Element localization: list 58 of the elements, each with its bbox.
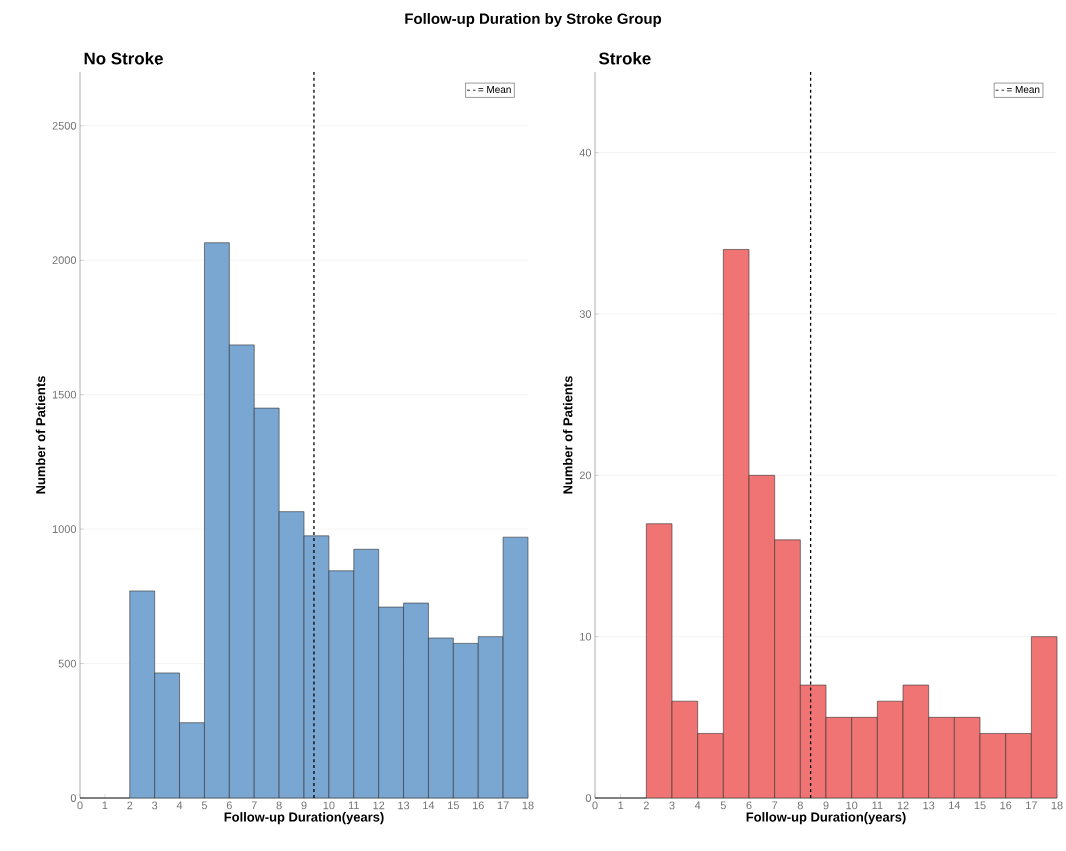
x-tick-label: 17 xyxy=(497,801,509,810)
y-axis-title: Number of Patients xyxy=(562,376,573,494)
chart-title: No Stroke xyxy=(84,52,163,65)
x-tick-label: 18 xyxy=(1051,801,1063,810)
y-tick-label: 1500 xyxy=(52,390,77,399)
ref-line-label: = Mean xyxy=(478,86,511,94)
y-axis-title: Number of Patients xyxy=(35,376,46,494)
x-tick-label: 16 xyxy=(472,801,484,810)
chart-title: Stroke xyxy=(599,52,651,65)
x-tick-label: 8 xyxy=(797,801,803,810)
y-tick-label: 500 xyxy=(58,659,77,668)
x-tick-label: 6 xyxy=(746,801,752,810)
x-tick-label: 12 xyxy=(897,801,909,810)
x-tick-label: 4 xyxy=(176,801,183,810)
x-axis-title: Follow-up Duration(years) xyxy=(746,812,906,825)
y-tick-label: 1000 xyxy=(52,525,77,533)
x-tick-label: 9 xyxy=(301,801,307,810)
x-tick-label: 3 xyxy=(669,801,675,810)
y-tick-label: 2500 xyxy=(52,121,77,130)
x-tick-label: 0 xyxy=(592,801,598,810)
x-tick-label: 1 xyxy=(102,801,108,810)
x-tick-label: 2 xyxy=(127,801,133,810)
x-tick-label: 9 xyxy=(823,801,829,810)
x-tick-label: 18 xyxy=(522,801,534,810)
y-tick-label: 0 xyxy=(70,794,77,802)
x-axis-title: Follow-up Duration(years) xyxy=(224,812,384,825)
x-tick-label: 3 xyxy=(152,801,158,810)
y-tick-label: 30 xyxy=(579,310,592,318)
x-tick-label: 7 xyxy=(772,801,778,810)
x-tick-label: 15 xyxy=(974,801,986,810)
x-tick-label: 15 xyxy=(448,801,459,810)
y-tick-label: 10 xyxy=(580,632,592,641)
x-tick-label: 4 xyxy=(694,801,701,810)
x-tick-label: 10 xyxy=(846,801,858,810)
x-tick-label: 13 xyxy=(923,801,935,810)
y-tick-label: 40 xyxy=(579,148,592,157)
y-tick-label: 2000 xyxy=(52,256,77,265)
x-tick-label: 12 xyxy=(373,801,385,810)
x-tick-label: 11 xyxy=(348,801,359,810)
chart-subtitle: Follow-up Duration by Stroke Group xyxy=(405,13,662,27)
y-tick-label: 0 xyxy=(585,794,592,802)
x-tick-label: 1 xyxy=(618,801,624,810)
x-tick-label: 14 xyxy=(949,801,961,810)
x-tick-label: 11 xyxy=(872,801,883,810)
x-tick-label: 6 xyxy=(226,801,232,810)
x-tick-label: 2 xyxy=(643,801,649,810)
x-tick-label: 8 xyxy=(276,801,282,810)
x-tick-label: 7 xyxy=(251,801,257,810)
x-tick-label: 0 xyxy=(77,801,83,810)
x-tick-label: 10 xyxy=(323,801,335,810)
x-tick-label: 17 xyxy=(1026,801,1037,810)
x-tick-label: 5 xyxy=(201,801,208,810)
x-tick-label: 14 xyxy=(423,801,435,810)
y-tick-label: 20 xyxy=(579,471,592,480)
x-tick-label: 13 xyxy=(398,801,410,810)
ref-line-label: = Mean xyxy=(1006,86,1040,94)
x-tick-label: 16 xyxy=(1000,801,1012,810)
x-tick-label: 5 xyxy=(720,801,726,810)
